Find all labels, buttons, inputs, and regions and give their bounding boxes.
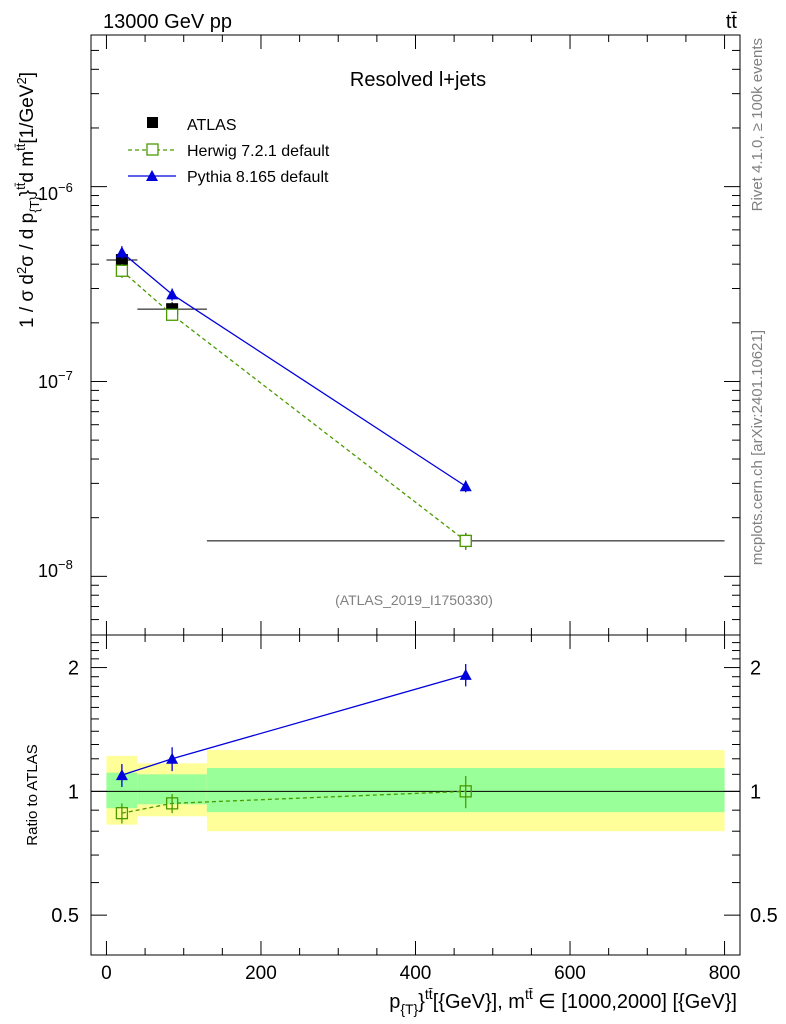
y-tick-label-1e-7: 10−7	[38, 368, 73, 392]
x-tick-label: 800	[709, 963, 741, 984]
ratio-y-axis-label: Ratio to ATLAS	[24, 744, 41, 845]
main-line-pythia	[121, 251, 467, 487]
ratio-point-pythia	[166, 752, 179, 764]
legend-marker-herwig	[146, 143, 159, 156]
legend-label-herwig: Herwig 7.2.1 default	[187, 143, 330, 160]
mcplots-label: mcplots.cern.ch [arXiv:2401.10621]	[749, 330, 766, 565]
y-tick-label-1e-8: 10−8	[38, 557, 73, 581]
x-tick-label: 200	[245, 963, 277, 984]
watermark: (ATLAS_2019_I1750330)	[335, 592, 493, 608]
ratio-y-tick-label: 0.5	[51, 905, 79, 927]
legend-label-atlas: ATLAS	[187, 117, 237, 134]
point-atlas	[115, 254, 128, 267]
ratio-point-herwig	[115, 807, 129, 820]
x-axis-label: p{T}}tt̄[{GeV}], mtt̄ ∈ [1000,2000] [{Ge…	[389, 986, 737, 1017]
main-title: Resolved l+jets	[350, 69, 486, 91]
legend-marker-pythia	[146, 170, 158, 181]
ratio-y-tick-label: 1	[68, 781, 79, 803]
x-tick-label: 400	[400, 963, 432, 984]
ratio-point-herwig	[459, 785, 472, 798]
point-pythia	[166, 288, 179, 300]
y-tick-label-1e-6: 10−6	[38, 180, 73, 204]
legend-marker-atlas	[147, 117, 158, 128]
ratio-y-tick-label-right: 0.5	[750, 905, 778, 927]
point-herwig	[165, 308, 179, 321]
legend-label-pythia: Pythia 8.165 default	[187, 169, 329, 186]
ratio-y-tick-label: 2	[68, 658, 79, 680]
header-left: 13000 GeV pp	[103, 11, 232, 33]
x-tick-label: 0	[101, 963, 112, 984]
point-herwig	[115, 264, 129, 277]
main-y-tick-labels: 10−6 10−7 10−8	[38, 180, 73, 581]
ratio-panel: 0.5 0.5 1 1 2 2 0 200 400 600 800	[51, 634, 778, 984]
point-pythia	[115, 246, 128, 258]
main-y-axis-label: 1 / σ d2σ / d p{T}}tt̄d mtt̄[1/GeV2]	[13, 72, 42, 328]
ratio-y-tick-label-right: 1	[750, 781, 761, 803]
ratio-point-herwig	[165, 797, 179, 810]
header-right: tt̄	[726, 11, 738, 33]
ratio-point-pythia	[115, 769, 128, 781]
point-pythia	[459, 480, 472, 492]
ratio-point-pythia	[459, 668, 472, 680]
legend: ATLAS Herwig 7.2.1 default Pythia 8.165 …	[128, 117, 330, 186]
rivet-label: Rivet 4.1.0, ≥ 100k events	[749, 38, 766, 211]
x-tick-label: 600	[554, 963, 586, 984]
ratio-y-tick-label-right: 2	[750, 658, 761, 680]
main-panel	[91, 34, 740, 636]
point-herwig	[459, 534, 472, 548]
ratio-frame	[90, 634, 741, 956]
